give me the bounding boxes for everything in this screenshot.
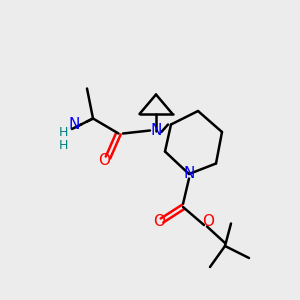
Text: N: N	[150, 123, 162, 138]
Text: H: H	[58, 139, 68, 152]
Text: O: O	[202, 214, 214, 230]
Text: O: O	[98, 153, 110, 168]
Text: H: H	[58, 125, 68, 139]
Text: N: N	[183, 167, 195, 182]
Text: O: O	[153, 214, 165, 230]
Text: N: N	[68, 117, 80, 132]
